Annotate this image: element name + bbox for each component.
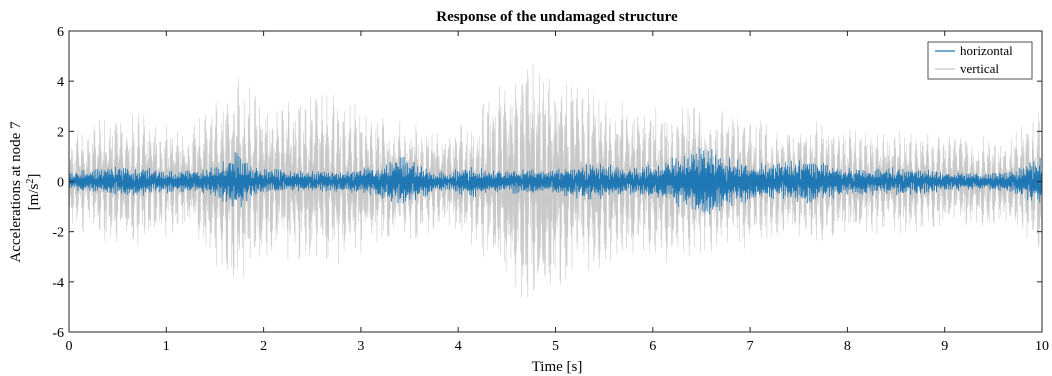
legend: horizontal vertical	[927, 41, 1033, 80]
chart-title: Response of the undamaged structure	[436, 9, 678, 25]
y-tick-label: -2	[52, 226, 64, 241]
legend-label-vertical: vertical	[960, 61, 999, 76]
y-ticks: -6 -4 -2 0 2 4 6	[52, 25, 1042, 341]
x-ticks: 0 1 2 3 4 5 6 7 8 9 10	[66, 31, 1049, 354]
y-axis-label: Accelerations at node 7 [m/s2]	[8, 121, 42, 263]
x-tick-label: 9	[941, 339, 948, 354]
plot-area	[68, 63, 1043, 298]
y-tick-label: 4	[57, 75, 64, 90]
y-axis-label-line2: [m/s2]	[25, 174, 43, 211]
x-tick-label: 4	[455, 339, 462, 354]
legend-label-horizontal: horizontal	[960, 43, 1013, 58]
y-tick-label: -6	[52, 326, 64, 341]
series-layer	[68, 63, 1043, 298]
y-tick-label: -4	[52, 276, 64, 291]
x-tick-label: 3	[357, 339, 364, 354]
x-tick-label: 2	[260, 339, 267, 354]
x-tick-label: 6	[649, 339, 656, 354]
x-axis-label: Time [s]	[532, 359, 583, 375]
x-tick-label: 1	[163, 339, 170, 354]
x-tick-label: 10	[1035, 339, 1049, 354]
y-tick-label: 6	[57, 25, 64, 40]
x-tick-label: 5	[552, 339, 559, 354]
y-tick-label: 0	[57, 176, 64, 191]
x-tick-label: 8	[844, 339, 851, 354]
y-tick-label: 2	[57, 125, 64, 140]
x-tick-label: 0	[66, 339, 73, 354]
x-tick-label: 7	[747, 339, 754, 354]
legend-box	[927, 41, 1033, 80]
series-line-horizontal	[68, 148, 1043, 215]
y-axis-label-line1: Accelerations at node 7	[8, 121, 24, 263]
